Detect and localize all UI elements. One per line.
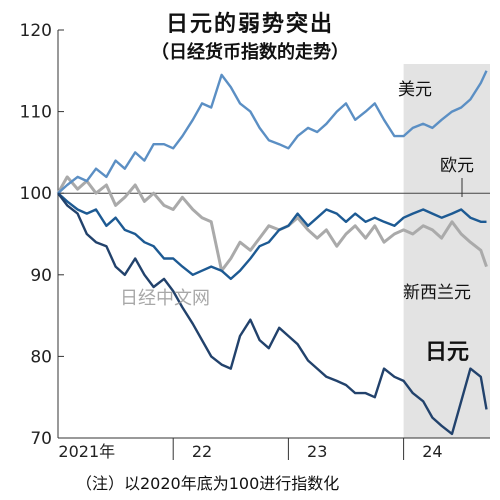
- series-line-usd: [57, 70, 488, 195]
- watermark: 日经中文网: [120, 288, 210, 309]
- footnote: （注）以2020年底为100进行指数化: [76, 474, 340, 493]
- series-label-eur: 欧元: [440, 156, 474, 176]
- x-tick-label: 2021年: [58, 442, 115, 461]
- chart-title: 日元的弱势突出: [165, 12, 334, 37]
- x-tick-label: 22: [192, 442, 212, 461]
- chart-subtitle: （日经货币指数的走势）: [151, 42, 349, 63]
- x-tick-label: 24: [422, 442, 442, 461]
- series-label-nzd: 新西兰元: [403, 283, 471, 303]
- series-label-usd: 美元: [398, 80, 432, 100]
- y-tick-label: 110: [20, 103, 52, 123]
- y-tick-label: 90: [30, 266, 52, 286]
- series-line-eur: [57, 192, 487, 281]
- y-tick-label: 100: [20, 184, 52, 204]
- shaded-period: [403, 64, 490, 438]
- x-tick-label: 23: [307, 442, 327, 461]
- y-tick-label: 80: [30, 347, 52, 367]
- series-line-nzd: [56, 175, 488, 273]
- axes: 70 80 90 100 110 120 2021年 22 23 24: [20, 21, 490, 461]
- series-lines: [56, 70, 488, 436]
- series-label-jpy: 日元: [425, 340, 469, 365]
- y-tick-label: 120: [20, 21, 52, 41]
- series-line-jpy: [57, 192, 488, 436]
- y-tick-label: 70: [30, 429, 52, 449]
